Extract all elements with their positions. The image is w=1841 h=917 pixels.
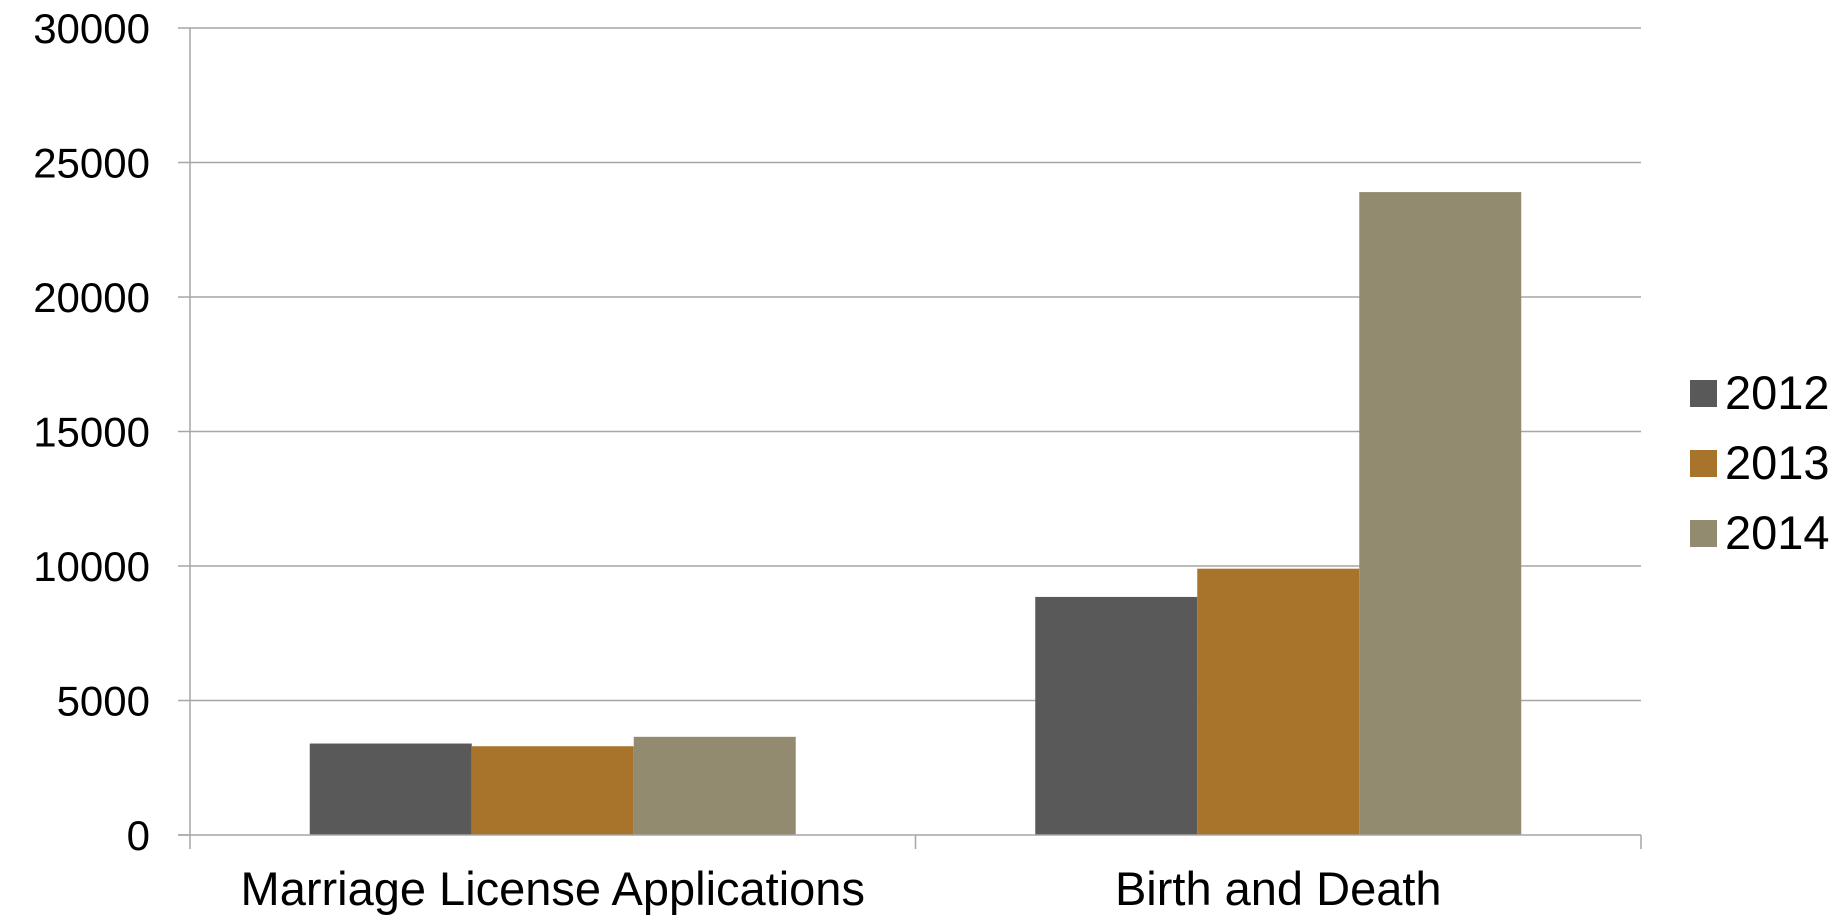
y-axis-tick-label: 5000 (57, 678, 150, 725)
y-axis-tick-label: 25000 (33, 140, 150, 187)
y-axis-tick-label: 10000 (33, 543, 150, 590)
y-axis-tick-label: 20000 (33, 274, 150, 321)
x-axis-category-label: Birth and Death (1115, 862, 1442, 915)
bar-2012-marriage-license-applications (309, 743, 472, 835)
y-axis-tick-labels: 0 5000 10000 15000 20000 25000 30000 (33, 5, 150, 859)
legend-swatch-2013 (1690, 450, 1717, 477)
bar-2013-marriage-license-applications (471, 746, 634, 835)
x-axis-category-labels: Marriage License Applications Birth and D… (241, 862, 1442, 915)
bars (309, 192, 1522, 836)
y-axis-tick-label: 0 (127, 812, 150, 859)
legend-label-2012: 2012 (1725, 366, 1830, 419)
legend-swatch-2012 (1690, 380, 1717, 407)
legend-label-2014: 2014 (1725, 506, 1830, 559)
y-axis-tick-label: 30000 (33, 5, 150, 52)
legend: 2012 2013 2014 (1690, 366, 1830, 559)
bar-2014-birth-and-death (1359, 192, 1522, 836)
bar-2014-marriage-license-applications (633, 736, 796, 835)
x-axis-category-label: Marriage License Applications (241, 862, 865, 915)
bar-2013-birth-and-death (1197, 568, 1360, 835)
legend-label-2013: 2013 (1725, 436, 1830, 489)
bar-2012-birth-and-death (1035, 596, 1198, 835)
axes (178, 27, 1642, 849)
y-axis-tick-label: 15000 (33, 409, 150, 456)
legend-swatch-2014 (1690, 520, 1717, 547)
